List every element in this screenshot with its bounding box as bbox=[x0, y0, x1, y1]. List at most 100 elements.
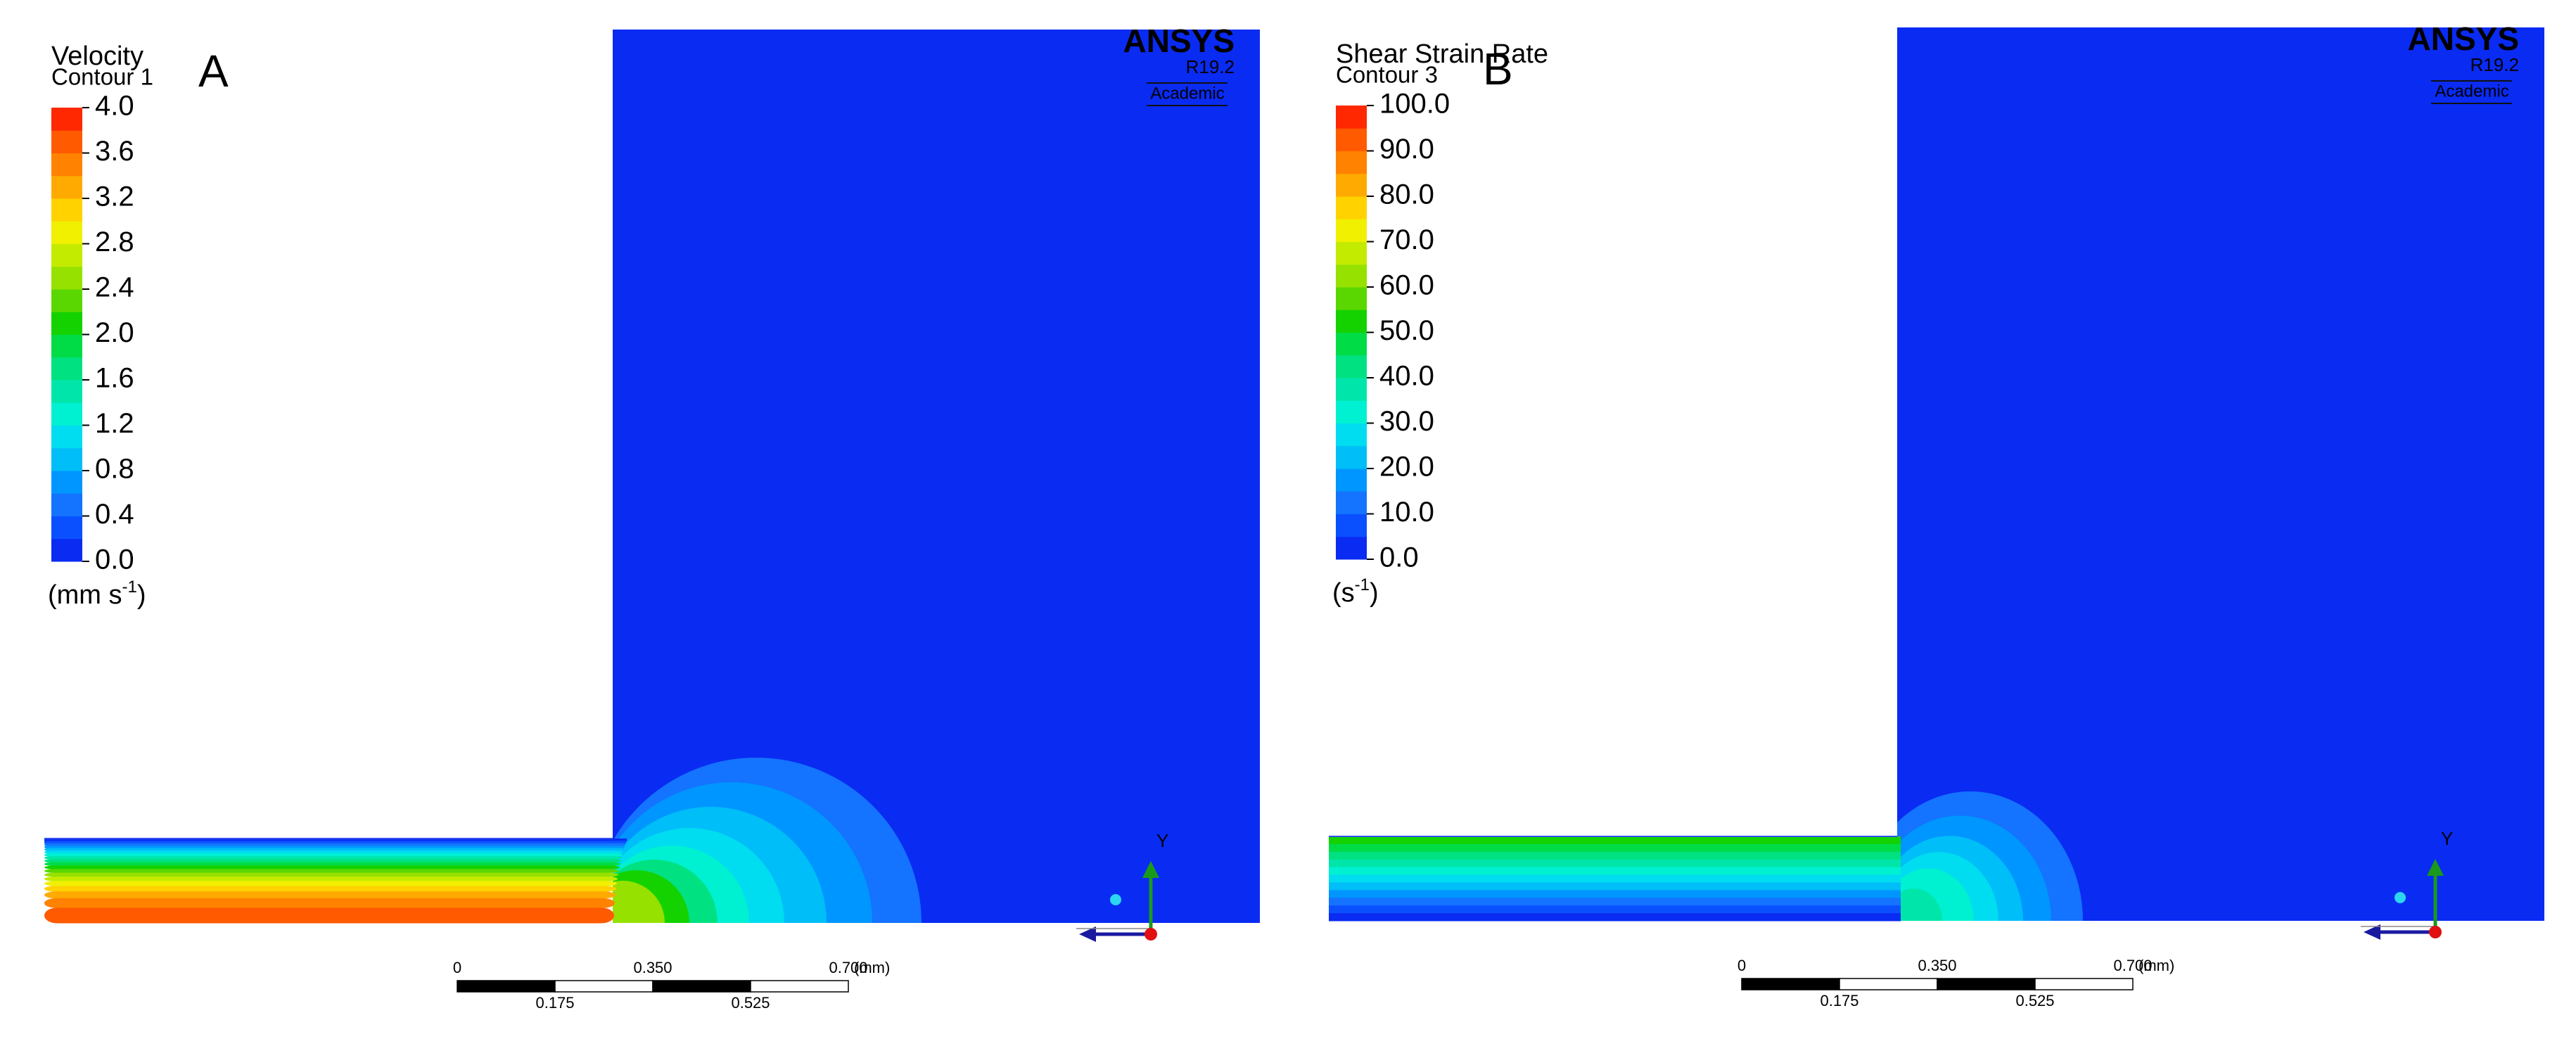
legend-band bbox=[1336, 106, 1367, 129]
scale-unit: (mm) bbox=[2138, 957, 2174, 974]
scale-unit: (mm) bbox=[854, 959, 890, 976]
channel-band bbox=[44, 848, 624, 851]
legend-tick-label: 1.6 bbox=[95, 363, 134, 394]
legend-band bbox=[1336, 310, 1367, 333]
legend-tick-label: 4.0 bbox=[95, 91, 134, 122]
channel-band bbox=[44, 877, 618, 881]
legend-band bbox=[51, 221, 82, 244]
legend-band bbox=[51, 380, 82, 403]
legend-band bbox=[1336, 445, 1367, 469]
triad-label: Y bbox=[2441, 828, 2453, 849]
legend-band bbox=[51, 153, 82, 177]
legend-band bbox=[1336, 355, 1367, 378]
legend-unit: (mm s-1) bbox=[48, 578, 146, 610]
triad-label: Y bbox=[1156, 830, 1168, 851]
scale-label: 0.350 bbox=[1918, 957, 1956, 974]
scale-label: 0.350 bbox=[633, 959, 672, 976]
channel-band bbox=[44, 850, 623, 854]
triad-z-head bbox=[2364, 924, 2380, 940]
channel-band bbox=[1329, 851, 1901, 860]
legend-band bbox=[51, 198, 82, 222]
legend-band bbox=[51, 266, 82, 290]
channel-band bbox=[44, 846, 625, 849]
legend-band bbox=[1336, 128, 1367, 151]
scale-segment bbox=[1839, 978, 1938, 990]
legend-band bbox=[1336, 173, 1367, 197]
scale-label: 0 bbox=[453, 959, 461, 976]
legend-band bbox=[51, 334, 82, 358]
domain bbox=[1897, 27, 2544, 921]
legend-tick-label: 50.0 bbox=[1379, 315, 1434, 346]
channel-band bbox=[44, 907, 614, 924]
channel-band bbox=[44, 865, 620, 869]
channel-band bbox=[44, 853, 623, 857]
legend-band bbox=[1336, 287, 1367, 310]
legend-title: Velocity bbox=[51, 42, 144, 71]
legend-tick-label: 20.0 bbox=[1379, 452, 1434, 483]
scale-label: 0.525 bbox=[2015, 992, 2054, 1009]
panel-label: A bbox=[198, 46, 229, 96]
channel-band bbox=[1329, 905, 1901, 914]
legend-band bbox=[51, 447, 82, 471]
legend-tick-label: 80.0 bbox=[1379, 179, 1434, 210]
legend-tick-label: 40.0 bbox=[1379, 361, 1434, 392]
legend-band bbox=[1336, 264, 1367, 288]
channel-band bbox=[1329, 859, 1901, 868]
channel-band bbox=[44, 886, 616, 892]
expansion bbox=[1897, 791, 2083, 921]
scale-label: 0.175 bbox=[535, 994, 574, 1012]
legend-band bbox=[1336, 332, 1367, 356]
scale-segment bbox=[2034, 978, 2134, 990]
legend-band bbox=[1336, 151, 1367, 174]
channel-band bbox=[44, 891, 616, 899]
scale-label: 0.525 bbox=[731, 994, 770, 1012]
legend-tick-label: 90.0 bbox=[1379, 134, 1434, 165]
legend-tick-label: 3.2 bbox=[95, 181, 134, 212]
channel-band bbox=[44, 872, 618, 877]
unit-text: ) bbox=[1370, 578, 1379, 608]
channel-band bbox=[44, 839, 627, 841]
legend-tick-label: 2.8 bbox=[95, 227, 134, 257]
legend-band bbox=[1336, 514, 1367, 537]
channel-band bbox=[44, 869, 619, 874]
channel-band bbox=[44, 841, 626, 844]
channel-band bbox=[44, 881, 617, 886]
scale-segment bbox=[1741, 978, 1840, 990]
legend-band bbox=[1336, 491, 1367, 514]
channel-band bbox=[44, 843, 625, 846]
channel-band bbox=[1329, 890, 1901, 898]
legend-band bbox=[51, 402, 82, 426]
legend-band bbox=[1336, 219, 1367, 242]
channel-band bbox=[44, 856, 622, 860]
contour-region bbox=[613, 881, 665, 923]
legend-tick-label: 100.0 bbox=[1379, 89, 1450, 120]
scale-label: 0.700 bbox=[2113, 957, 2152, 974]
unit-text: (s bbox=[1332, 578, 1355, 608]
legend-unit: (s-1) bbox=[1332, 575, 1379, 608]
watermark-brand: ANSYS bbox=[1123, 23, 1235, 59]
watermark-version: R19.2 bbox=[2470, 54, 2519, 75]
unit-text: (mm s bbox=[48, 580, 122, 610]
legend-tick-label: 0.8 bbox=[95, 454, 134, 485]
legend-band bbox=[51, 243, 82, 267]
legend-tick-label: 70.0 bbox=[1379, 224, 1434, 255]
legend-tick-label: 0.0 bbox=[1379, 542, 1419, 573]
legend-band bbox=[1336, 423, 1367, 447]
legend-title: Shear Strain Rate bbox=[1336, 39, 1548, 69]
panel-label: B bbox=[1483, 44, 1513, 94]
legend-band bbox=[1336, 536, 1367, 560]
triad-origin bbox=[2429, 926, 2442, 938]
watermark-license: Academic bbox=[1150, 84, 1224, 103]
channel-band bbox=[1329, 843, 1901, 853]
triad-y-head bbox=[1142, 861, 1159, 878]
probe bbox=[1110, 894, 1121, 905]
legend-band bbox=[51, 108, 82, 131]
channel-band bbox=[44, 898, 615, 908]
legend-band bbox=[51, 471, 82, 494]
scale-segment bbox=[457, 980, 556, 993]
triad-y-head bbox=[2427, 859, 2444, 876]
legend-band bbox=[51, 425, 82, 449]
unit-exponent: -1 bbox=[122, 578, 137, 597]
